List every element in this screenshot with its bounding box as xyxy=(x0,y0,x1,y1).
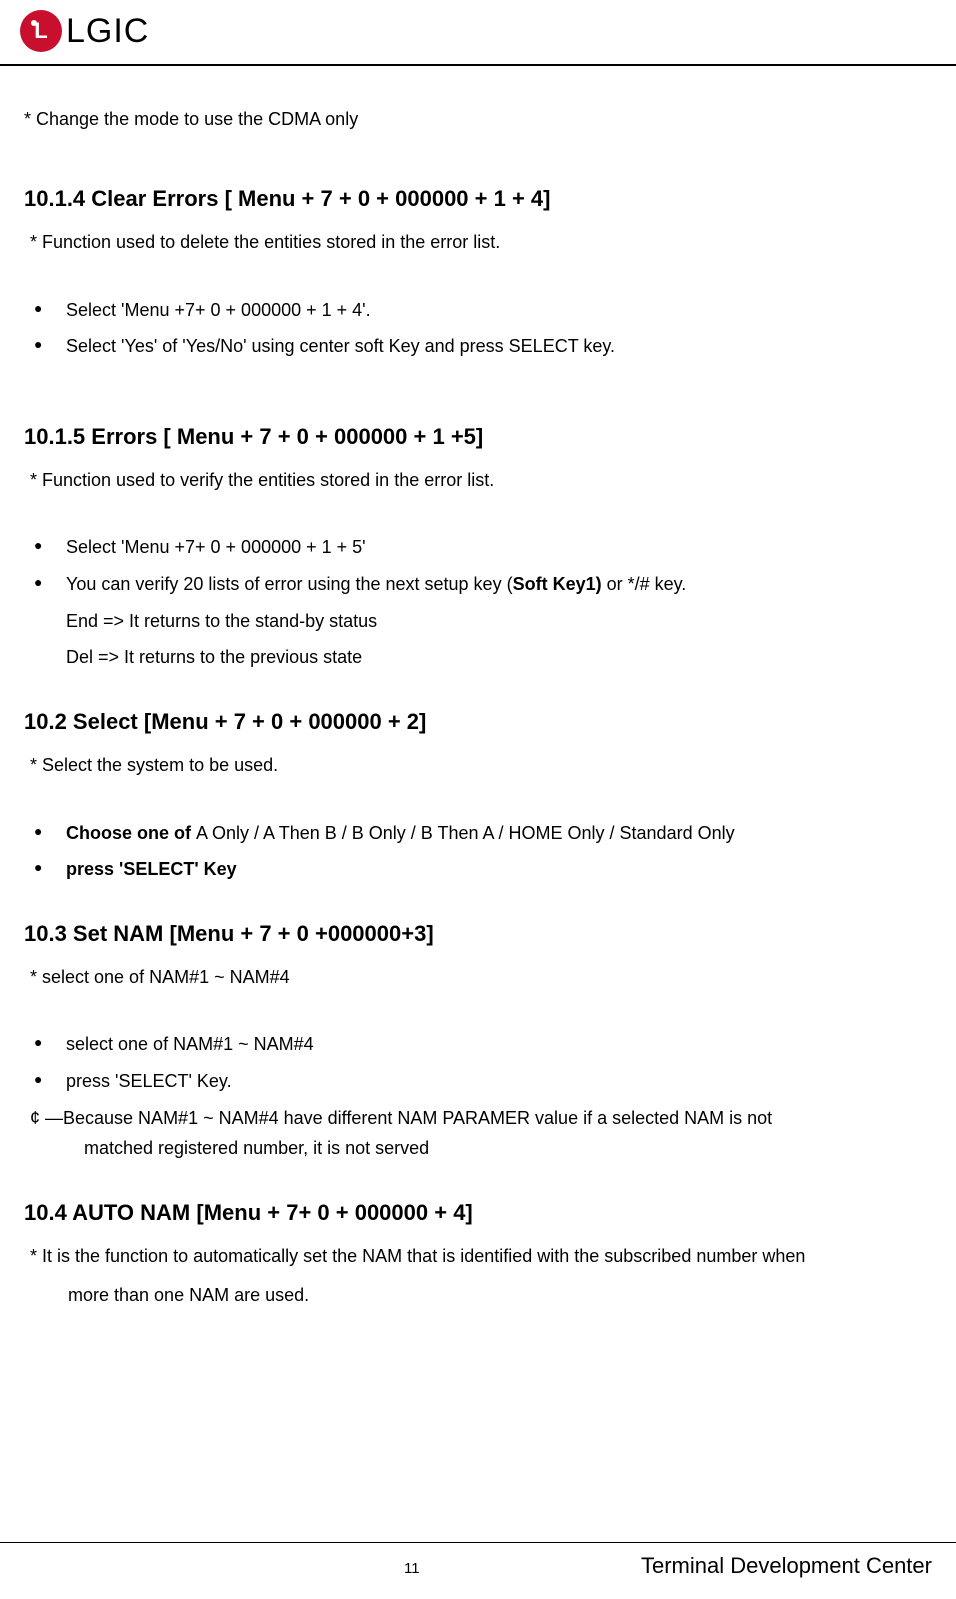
list-item-cont: Del => It returns to the previous state xyxy=(30,642,932,673)
page-number: 11 xyxy=(404,1560,420,1577)
heading-clear-errors: 10.1.4 Clear Errors [ Menu + 7 + 0 + 000… xyxy=(24,184,932,215)
heading-select: 10.2 Select [Menu + 7 + 0 + 000000 + 2] xyxy=(24,707,932,738)
bullets-clear-errors: Select 'Menu +7+ 0 + 000000 + 1 + 4'. Se… xyxy=(24,295,932,362)
note-line-1: ¢ ―Because NAM#1 ~ NAM#4 have different … xyxy=(24,1103,932,1134)
bold-text: press 'SELECT' Key xyxy=(66,859,237,879)
page-header: L LGIC xyxy=(0,0,956,66)
list-item: Select 'Menu +7+ 0 + 000000 + 1 + 5' xyxy=(30,532,932,563)
text: or */# key. xyxy=(602,574,687,594)
text: A Only / A Then B / B Only / B Then A / … xyxy=(196,823,735,843)
heading-set-nam: 10.3 Set NAM [Menu + 7 + 0 +000000+3] xyxy=(24,919,932,950)
intro-line: * Change the mode to use the CDMA only xyxy=(24,106,932,134)
pointer-auto-nam-1: * It is the function to automatically se… xyxy=(24,1243,932,1271)
pointer-set-nam: * select one of NAM#1 ~ NAM#4 xyxy=(24,964,932,992)
bold-text: Soft Key1) xyxy=(513,574,602,594)
list-item: Select 'Menu +7+ 0 + 000000 + 1 + 4'. xyxy=(30,295,932,326)
list-item: Choose one of A Only / A Then B / B Only… xyxy=(30,818,932,849)
bold-text: Choose one of xyxy=(66,823,196,843)
brand-name: LGIC xyxy=(66,12,149,51)
list-item: press 'SELECT' Key xyxy=(30,854,932,885)
text: You can verify 20 lists of error using t… xyxy=(66,574,513,594)
heading-auto-nam: 10.4 AUTO NAM [Menu + 7+ 0 + 000000 + 4] xyxy=(24,1198,932,1229)
bullets-select: Choose one of A Only / A Then B / B Only… xyxy=(24,818,932,885)
pointer-auto-nam-2: more than one NAM are used. xyxy=(24,1280,932,1311)
heading-errors: 10.1.5 Errors [ Menu + 7 + 0 + 000000 + … xyxy=(24,422,932,453)
document-body: * Change the mode to use the CDMA only 1… xyxy=(0,106,956,1311)
list-item: select one of NAM#1 ~ NAM#4 xyxy=(30,1029,932,1060)
page-footer: 11 Terminal Development Center xyxy=(0,1542,956,1579)
bullets-set-nam: select one of NAM#1 ~ NAM#4 press 'SELEC… xyxy=(24,1029,932,1096)
pointer-errors: * Function used to verify the entities s… xyxy=(24,467,932,495)
bullets-errors: Select 'Menu +7+ 0 + 000000 + 1 + 5' You… xyxy=(24,532,932,672)
logo-dot-icon xyxy=(31,20,37,26)
list-item: You can verify 20 lists of error using t… xyxy=(30,569,932,600)
lg-logo-icon: L xyxy=(20,10,62,52)
footer-text: Terminal Development Center xyxy=(641,1553,932,1579)
list-item-cont: End => It returns to the stand-by status xyxy=(30,606,932,637)
list-item: Select 'Yes' of 'Yes/No' using center so… xyxy=(30,331,932,362)
pointer-select: * Select the system to be used. xyxy=(24,752,932,780)
list-item: press 'SELECT' Key. xyxy=(30,1066,932,1097)
footer-row: 11 Terminal Development Center xyxy=(24,1553,932,1579)
pointer-clear-errors: * Function used to delete the entities s… xyxy=(24,229,932,257)
note-line-2: matched registered number, it is not ser… xyxy=(24,1133,932,1164)
